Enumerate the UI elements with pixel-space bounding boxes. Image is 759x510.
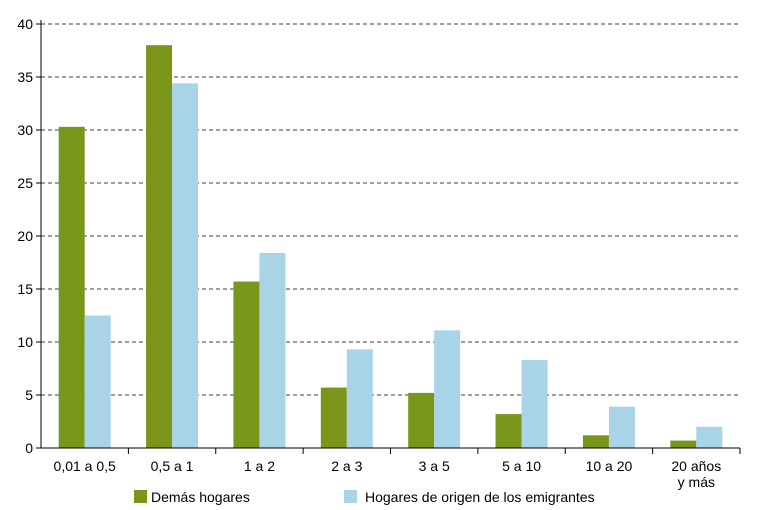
axes: [36, 20, 741, 454]
bar-demas-hogares: [233, 281, 260, 448]
y-tick-label: 5: [25, 387, 33, 403]
y-tick-label: 0: [25, 440, 33, 456]
bars: [58, 45, 723, 449]
bar-hogares-origen-emigrantes: [172, 83, 199, 449]
x-tick-label: 1 a 2: [244, 458, 275, 474]
x-tick-label-line: 1 a 2: [244, 458, 275, 474]
y-tick-label: 15: [17, 281, 33, 297]
y-tick-label: 30: [17, 122, 33, 138]
bar-demas-hogares: [670, 440, 697, 448]
x-tick-label: 10 a 20: [586, 458, 633, 474]
legend: Demás hogares Hogares de origen de los em…: [134, 489, 595, 505]
bar-demas-hogares: [408, 392, 435, 448]
legend-swatch: [134, 490, 147, 503]
x-tick-labels: 0,01 a 0,5 0,5 a 1 1 a 2 2 a 3 3 a 5 5 a 10 10…: [54, 458, 722, 490]
x-tick-label-line: 10 a 20: [586, 458, 633, 474]
x-tick-label-line: 3 a 5: [419, 458, 450, 474]
x-tick-label-line: 0,5 a 1: [151, 458, 194, 474]
y-tick-label: 20: [17, 228, 33, 244]
bar-demas-hogares: [320, 387, 347, 448]
bar-demas-hogares: [495, 414, 522, 448]
legend-label: Demás hogares: [151, 489, 250, 505]
x-tick-label-line: y más: [678, 474, 715, 490]
x-tick-label-line: 0,01 a 0,5: [54, 458, 116, 474]
legend-swatch: [344, 490, 357, 503]
bar-hogares-origen-emigrantes: [608, 406, 635, 448]
x-tick-label-line: 2 a 3: [331, 458, 362, 474]
y-tick-label: 25: [17, 175, 33, 191]
bar-demas-hogares: [582, 435, 609, 448]
y-tick-labels: 0 5 10 15 20 25 30 35 40: [17, 16, 33, 456]
bar-hogares-origen-emigrantes: [346, 349, 373, 448]
legend-label: Hogares de origen de los emigrantes: [365, 489, 595, 505]
bar-hogares-origen-emigrantes: [259, 252, 286, 448]
x-tick-label-line: 5 a 10: [502, 458, 541, 474]
y-tick-label: 10: [17, 334, 33, 350]
bar-hogares-origen-emigrantes: [696, 426, 723, 448]
bar-hogares-origen-emigrantes: [521, 360, 548, 448]
bar-hogares-origen-emigrantes: [434, 330, 461, 448]
x-tick-label: 20 años y más: [671, 458, 721, 490]
x-tick-label: 3 a 5: [419, 458, 450, 474]
x-tick-label: 0,5 a 1: [151, 458, 194, 474]
bar-demas-hogares: [58, 126, 85, 448]
x-tick-label-line: 20 años: [671, 458, 721, 474]
bar-demas-hogares: [146, 45, 173, 448]
y-tick-label: 40: [17, 16, 33, 32]
x-tick-label: 2 a 3: [331, 458, 362, 474]
x-tick-label: 5 a 10: [502, 458, 541, 474]
x-tick-label: 0,01 a 0,5: [54, 458, 116, 474]
gridlines: [41, 23, 740, 396]
bar-hogares-origen-emigrantes: [84, 315, 111, 448]
y-tick-label: 35: [17, 69, 33, 85]
